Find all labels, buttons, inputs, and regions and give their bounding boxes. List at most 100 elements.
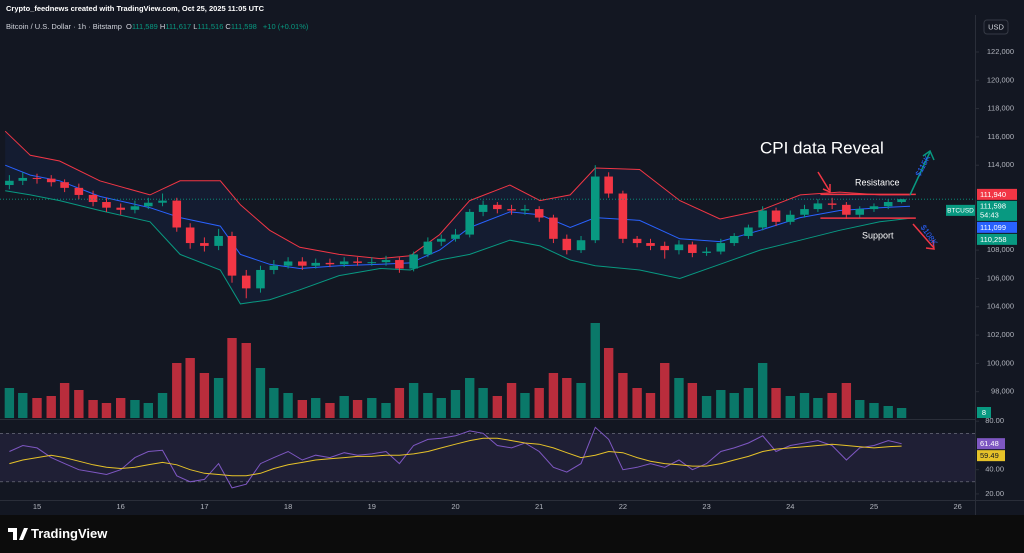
volume-bar xyxy=(59,383,70,418)
volume-bar xyxy=(423,393,433,418)
rsi-badge-label: 59.49 xyxy=(980,451,999,460)
volume-bar xyxy=(394,388,405,418)
candle-body xyxy=(256,269,265,289)
candle-body xyxy=(549,217,558,239)
rsi-y-tick-label: 40.00 xyxy=(985,465,1004,474)
volume-bar xyxy=(674,378,684,418)
volume-bar xyxy=(618,373,628,418)
ohlc-key: H xyxy=(159,22,166,31)
y-tick-label: 114,000 xyxy=(987,160,1014,169)
candle-body xyxy=(409,254,418,269)
candle-body xyxy=(813,203,823,210)
x-tick-label: 22 xyxy=(619,502,627,511)
volume-bar xyxy=(757,363,768,418)
candle-body xyxy=(478,204,488,212)
y-tick-label: 116,000 xyxy=(987,132,1014,141)
volume-bar xyxy=(660,363,670,418)
candle-body xyxy=(660,245,670,251)
currency-label: USD xyxy=(988,22,1004,31)
volume-bar xyxy=(172,363,182,418)
ohlc: O111,589 H111,617 L111,516 C111,598 xyxy=(126,22,259,31)
volume-bar xyxy=(269,388,279,418)
candle-body xyxy=(576,240,586,251)
volume-bar xyxy=(255,368,266,418)
annotation-arrow-head xyxy=(822,184,831,194)
candle-body xyxy=(158,200,167,203)
candle-body xyxy=(729,235,739,244)
volume-bar xyxy=(283,393,293,418)
band-upper xyxy=(4,130,910,260)
candle-body xyxy=(144,202,153,207)
level-badge xyxy=(977,233,1017,245)
countdown-label: 54:43 xyxy=(980,210,999,219)
volume-bar xyxy=(213,378,224,418)
volume-bar xyxy=(716,390,726,418)
ohlc-value: 111,617 xyxy=(165,22,192,31)
target-arrow-up-head xyxy=(922,149,935,161)
candle-body xyxy=(785,214,795,222)
candle-body xyxy=(674,244,684,251)
rsi-y-tick-label: 20.00 xyxy=(985,489,1004,498)
candle-body xyxy=(60,182,69,188)
candle-body xyxy=(744,227,753,236)
candle-body xyxy=(632,238,642,244)
volume-bar xyxy=(116,398,126,418)
candle-body xyxy=(5,180,14,186)
y-tick-label: 106,000 xyxy=(987,273,1014,282)
annotation-arrow xyxy=(817,171,830,191)
volume-bar xyxy=(408,383,419,418)
background xyxy=(0,0,1024,515)
candle-body xyxy=(214,235,223,246)
rsi-y-tick-label: 80.00 xyxy=(985,416,1004,425)
volume-bar xyxy=(492,396,503,418)
x-tick-label: 23 xyxy=(702,502,710,511)
volume-bar xyxy=(799,393,810,418)
volume-bar xyxy=(841,383,852,418)
volume-bar xyxy=(687,383,698,418)
volume-bar xyxy=(241,343,251,418)
candle-body xyxy=(702,251,711,253)
volume-bar xyxy=(590,323,600,418)
rsi-badge-label: 61.48 xyxy=(980,439,999,448)
volume-bar xyxy=(603,348,614,418)
currency-button[interactable] xyxy=(983,19,1009,35)
volume-bar xyxy=(534,388,544,418)
symbol-label: BTCUSD xyxy=(947,208,974,215)
volume-bar xyxy=(896,408,907,418)
volume-bar xyxy=(436,398,446,418)
annotation-resistance: Resistance xyxy=(855,177,900,187)
volume-bar xyxy=(645,393,656,418)
volume-bar xyxy=(785,396,795,418)
volume-bar xyxy=(199,373,210,418)
candle-body xyxy=(74,187,84,195)
candle-body xyxy=(869,206,879,210)
level-badge xyxy=(977,221,1017,233)
candle-body xyxy=(116,207,125,210)
band-lower xyxy=(5,190,911,305)
volume-bar xyxy=(88,400,98,418)
volume-bar xyxy=(827,393,837,418)
ohlc-key: L xyxy=(193,22,198,31)
candle-body xyxy=(353,261,362,263)
x-tick-label: 25 xyxy=(870,502,878,511)
volume-bar xyxy=(869,403,879,418)
volume-bar xyxy=(813,398,823,418)
candle-body xyxy=(269,265,279,270)
x-tick-label: 16 xyxy=(117,502,125,511)
volume-bar xyxy=(743,388,754,418)
candle-body xyxy=(520,209,530,211)
y-tick-label: 102,000 xyxy=(987,330,1014,339)
candle-body xyxy=(185,227,195,244)
volume-bar xyxy=(478,388,488,418)
ohlc-key: O xyxy=(125,22,132,31)
brand-name: TradingView xyxy=(31,526,108,541)
level-badge-label: 111,940 xyxy=(980,190,1006,199)
candle-body xyxy=(771,210,781,222)
x-tick-label: 17 xyxy=(200,502,208,511)
volume-bar xyxy=(729,393,739,418)
volume-bar xyxy=(143,403,154,418)
volume-bar xyxy=(381,403,391,418)
candle-body xyxy=(298,261,307,266)
x-tick-label: 24 xyxy=(786,502,794,511)
